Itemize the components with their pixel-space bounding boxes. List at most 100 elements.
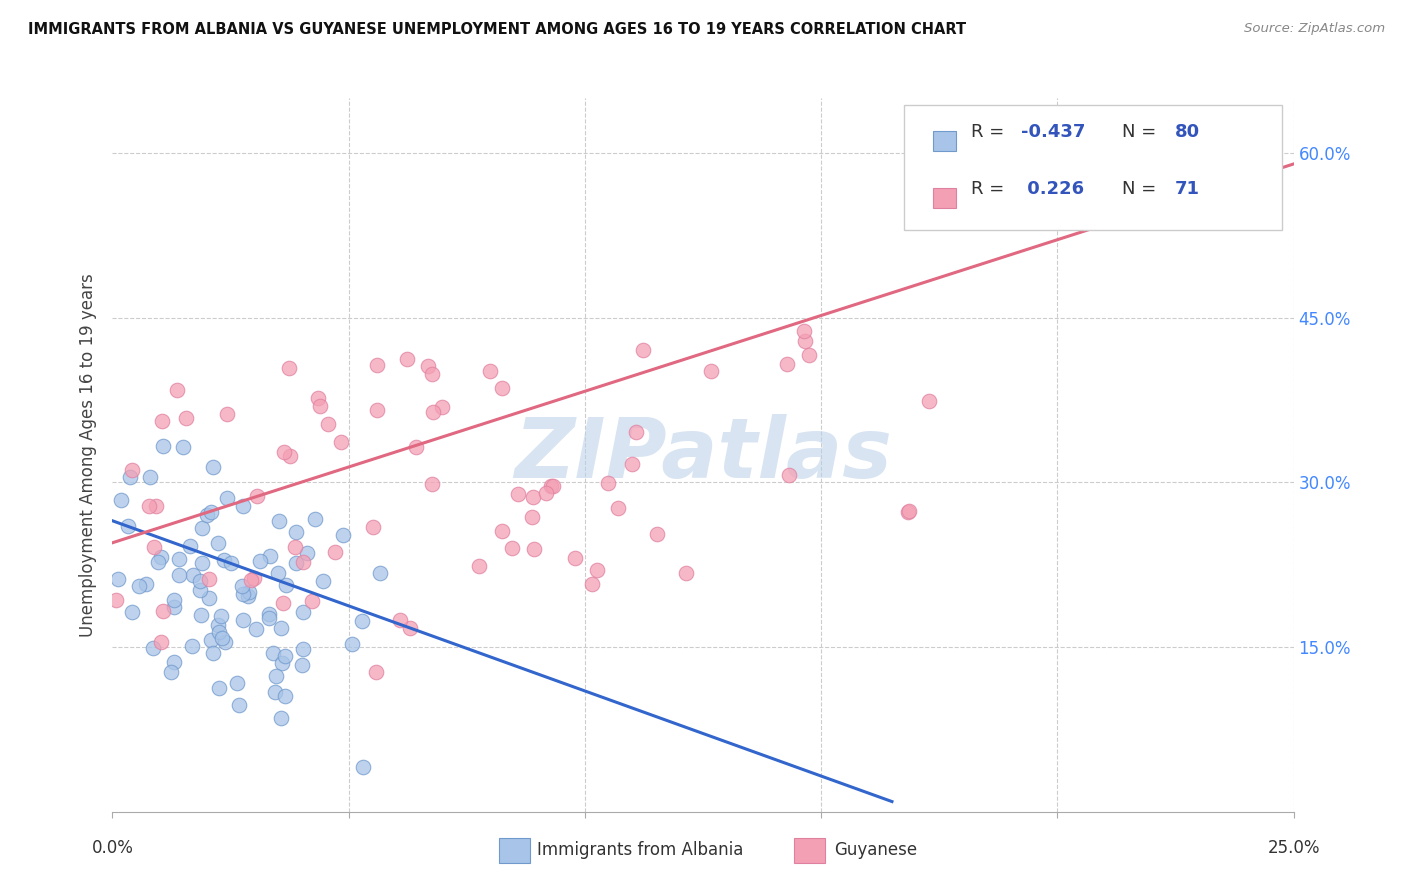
- Point: [292, 605, 315, 619]
- Point: [307, 391, 329, 405]
- Y-axis label: Unemployment Among Ages 16 to 19 years: Unemployment Among Ages 16 to 19 years: [79, 273, 97, 637]
- Point: [332, 528, 354, 542]
- Point: [195, 508, 218, 523]
- Point: [240, 573, 263, 587]
- Point: [416, 359, 439, 373]
- Point: [273, 444, 295, 458]
- Point: [536, 486, 558, 500]
- Point: [274, 649, 297, 664]
- Point: [198, 573, 221, 587]
- Point: [150, 414, 173, 428]
- Point: [198, 591, 221, 606]
- Point: [325, 544, 347, 558]
- Text: 0.226: 0.226: [1021, 180, 1084, 198]
- FancyBboxPatch shape: [904, 105, 1282, 230]
- Point: [283, 540, 305, 554]
- Point: [245, 622, 267, 636]
- Point: [121, 463, 143, 477]
- Point: [366, 403, 388, 417]
- Point: [501, 541, 523, 555]
- Point: [243, 571, 266, 585]
- Point: [232, 613, 254, 627]
- Point: [276, 577, 298, 591]
- Point: [422, 405, 444, 419]
- Point: [273, 689, 295, 703]
- Point: [564, 551, 586, 566]
- Point: [778, 467, 800, 482]
- Point: [104, 592, 127, 607]
- Point: [263, 684, 285, 698]
- Point: [285, 556, 308, 570]
- Point: [200, 505, 222, 519]
- Point: [167, 568, 190, 582]
- Point: [405, 440, 427, 454]
- Text: N =: N =: [1122, 123, 1156, 141]
- Point: [200, 632, 222, 647]
- Point: [264, 668, 287, 682]
- Point: [159, 665, 181, 679]
- Point: [301, 593, 323, 607]
- Point: [342, 637, 364, 651]
- Point: [212, 552, 235, 566]
- Text: -0.437: -0.437: [1021, 123, 1085, 141]
- Point: [581, 577, 603, 591]
- Point: [352, 759, 374, 773]
- Point: [135, 577, 157, 591]
- Point: [366, 359, 388, 373]
- Point: [267, 566, 290, 580]
- Point: [631, 343, 654, 358]
- Point: [794, 334, 817, 348]
- Point: [188, 582, 211, 597]
- Point: [207, 536, 229, 550]
- Point: [117, 519, 139, 533]
- Point: [181, 568, 204, 582]
- Point: [793, 324, 815, 338]
- Point: [139, 470, 162, 484]
- Point: [523, 542, 546, 557]
- Point: [420, 477, 443, 491]
- Point: [107, 572, 129, 586]
- Point: [624, 425, 647, 440]
- Point: [292, 642, 315, 657]
- Point: [246, 489, 269, 503]
- Point: [675, 566, 697, 581]
- Point: [312, 574, 335, 588]
- Point: [270, 621, 292, 635]
- Text: Source: ZipAtlas.com: Source: ZipAtlas.com: [1244, 22, 1385, 36]
- Point: [797, 348, 820, 362]
- Point: [149, 549, 172, 564]
- Point: [232, 587, 254, 601]
- Point: [285, 525, 308, 540]
- Point: [201, 646, 224, 660]
- Point: [163, 593, 186, 607]
- Text: 71: 71: [1175, 180, 1199, 198]
- Point: [207, 617, 229, 632]
- Point: [295, 546, 318, 560]
- Point: [181, 639, 204, 653]
- Point: [173, 440, 195, 454]
- Text: 80: 80: [1175, 123, 1201, 141]
- Text: IMMIGRANTS FROM ALBANIA VS GUYANESE UNEMPLOYMENT AMONG AGES 16 TO 19 YEARS CORRE: IMMIGRANTS FROM ALBANIA VS GUYANESE UNEM…: [28, 22, 966, 37]
- Point: [620, 457, 643, 471]
- Point: [491, 381, 513, 395]
- Point: [262, 646, 284, 660]
- Text: N =: N =: [1122, 180, 1156, 198]
- Point: [191, 521, 214, 535]
- Point: [541, 478, 564, 492]
- Point: [148, 555, 170, 569]
- Point: [700, 364, 723, 378]
- Point: [128, 579, 150, 593]
- Point: [598, 476, 620, 491]
- Point: [163, 655, 186, 669]
- Point: [363, 519, 385, 533]
- Point: [350, 614, 373, 628]
- Point: [163, 600, 186, 615]
- Point: [270, 656, 292, 670]
- Point: [479, 364, 502, 378]
- Text: Immigrants from Albania: Immigrants from Albania: [537, 841, 744, 859]
- Point: [209, 608, 232, 623]
- Point: [316, 417, 339, 431]
- Point: [898, 504, 921, 518]
- Point: [217, 491, 239, 506]
- Point: [179, 539, 201, 553]
